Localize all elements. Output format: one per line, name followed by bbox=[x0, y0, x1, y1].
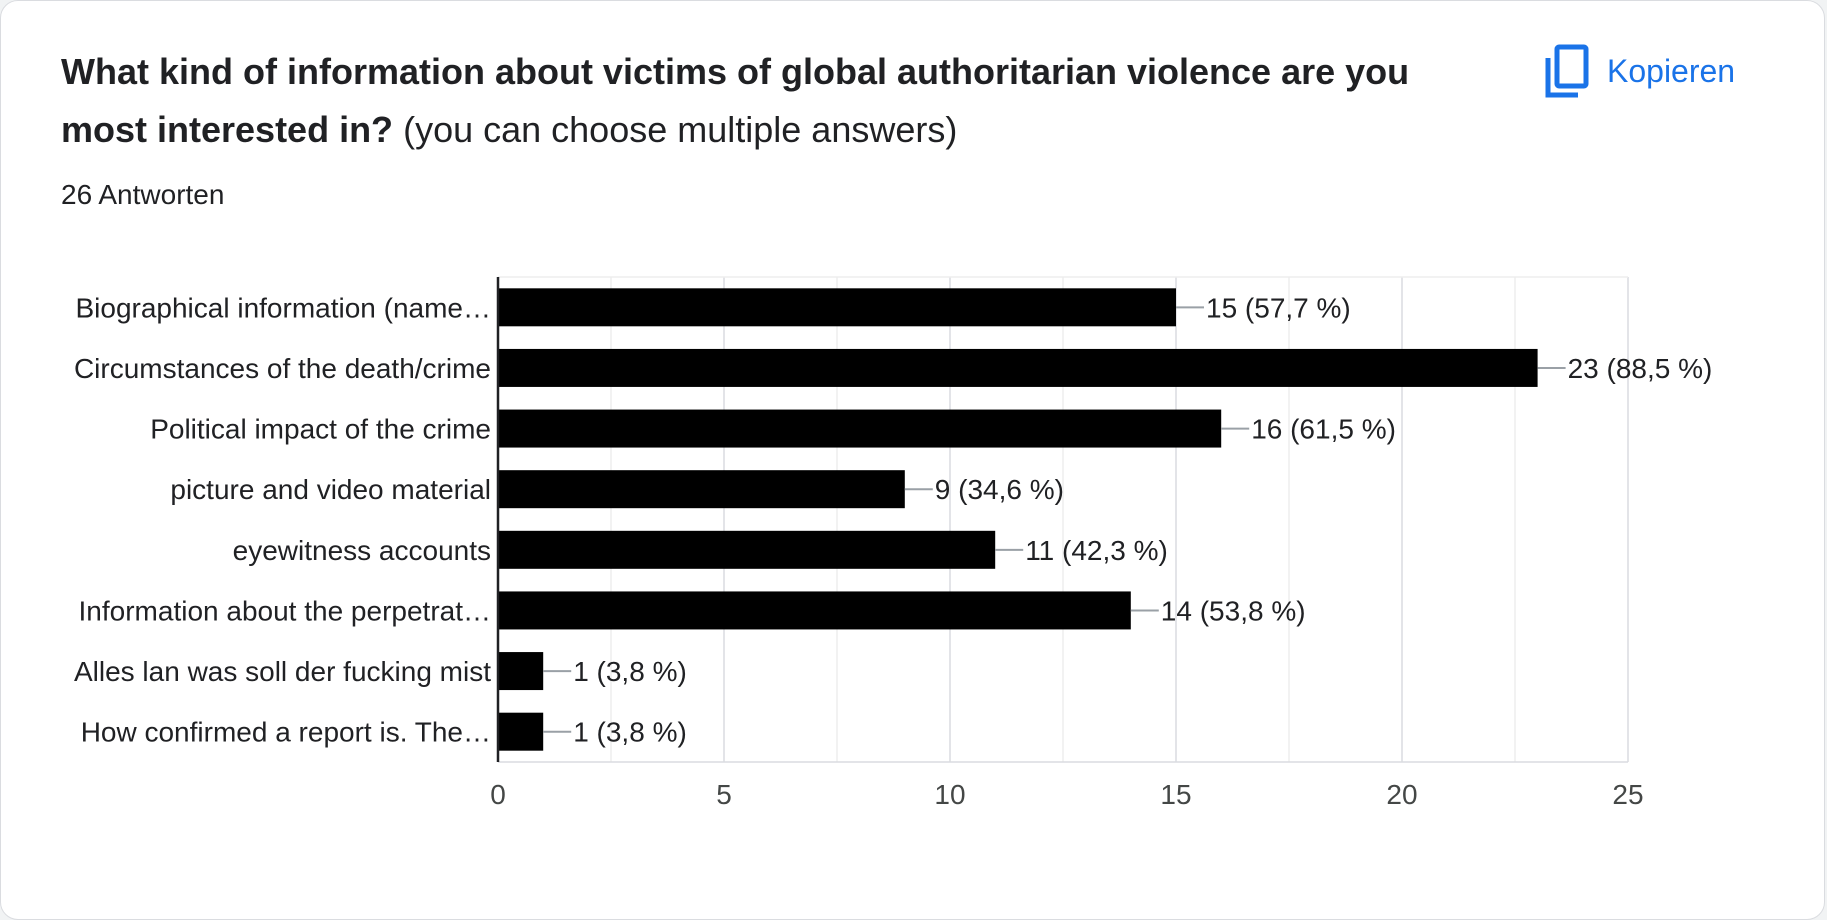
bar[interactable] bbox=[498, 652, 544, 691]
bar[interactable] bbox=[498, 348, 1538, 387]
bar-chart: 0 5 10 15 20 25 15 (57,7 %) Biographical inform… bbox=[74, 276, 1713, 810]
value-label: 16 (61,5 %) bbox=[1251, 414, 1396, 445]
bar[interactable] bbox=[498, 530, 996, 569]
question-title: What kind of information about victims o… bbox=[61, 51, 1410, 150]
copy-button[interactable]: Kopieren bbox=[1545, 41, 1735, 101]
category-label: Alles lan was soll der fucking mist bbox=[74, 656, 491, 687]
category-label: Circumstances of the death/crime bbox=[74, 353, 491, 384]
copy-label: Kopieren bbox=[1607, 52, 1736, 89]
response-count: 26 Antworten bbox=[61, 179, 225, 210]
value-label: 1 (3,8 %) bbox=[573, 656, 687, 687]
category-label: eyewitness accounts bbox=[233, 535, 491, 566]
bar[interactable] bbox=[498, 470, 905, 509]
category-label: Biographical information (name… bbox=[75, 292, 491, 323]
x-tick-label: 25 bbox=[1612, 779, 1643, 810]
question-heading: What kind of information about victims o… bbox=[61, 43, 1501, 159]
value-label: 11 (42,3 %) bbox=[1025, 535, 1168, 566]
question-hint: (you can choose multiple answers) bbox=[403, 109, 958, 150]
x-tick-label: 0 bbox=[490, 779, 506, 810]
x-tick-label: 20 bbox=[1386, 779, 1417, 810]
category-label: Political impact of the crime bbox=[150, 414, 491, 445]
bar[interactable] bbox=[498, 591, 1131, 630]
x-tick-label: 10 bbox=[934, 779, 965, 810]
value-label: 14 (53,8 %) bbox=[1161, 595, 1306, 626]
value-label: 15 (57,7 %) bbox=[1206, 292, 1351, 323]
value-label: 9 (34,6 %) bbox=[935, 474, 1064, 505]
bar[interactable] bbox=[498, 712, 544, 751]
copy-icon bbox=[1545, 44, 1589, 98]
category-label: How confirmed a report is. The… bbox=[81, 717, 491, 748]
x-tick-label: 5 bbox=[716, 779, 732, 810]
category-label: Information about the perpetrat… bbox=[79, 595, 491, 626]
category-label: picture and video material bbox=[170, 474, 491, 505]
value-label: 1 (3,8 %) bbox=[573, 717, 687, 748]
value-label: 23 (88,5 %) bbox=[1568, 353, 1713, 384]
x-tick-label: 15 bbox=[1160, 779, 1191, 810]
bar[interactable] bbox=[498, 288, 1176, 327]
bar[interactable] bbox=[498, 409, 1222, 448]
